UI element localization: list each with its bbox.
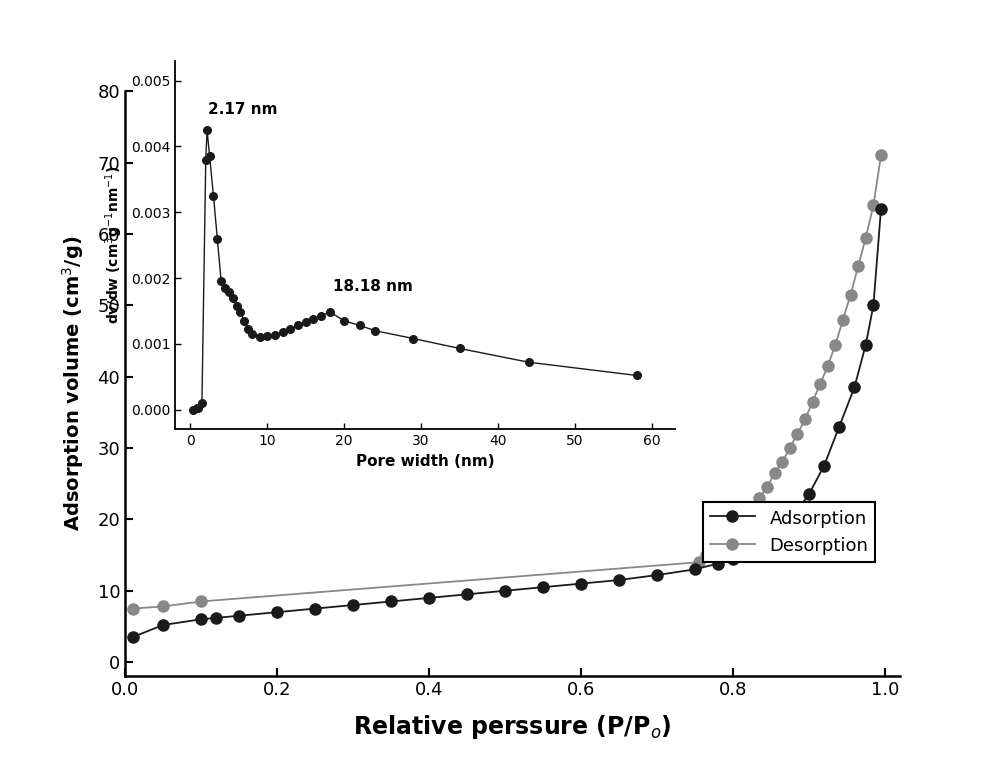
Text: 18.18 nm: 18.18 nm bbox=[333, 280, 413, 294]
Desorption bbox=[195, 597, 207, 606]
Desorption bbox=[693, 558, 705, 567]
Adsorption bbox=[210, 613, 222, 622]
Adsorption bbox=[423, 594, 435, 603]
Adsorption bbox=[271, 607, 283, 616]
Adsorption bbox=[499, 586, 511, 595]
Adsorption bbox=[848, 383, 860, 392]
Adsorption bbox=[689, 565, 701, 574]
Adsorption bbox=[157, 620, 169, 629]
Desorption bbox=[715, 537, 727, 546]
Desorption bbox=[875, 151, 887, 160]
Legend: Adsorption, Desorption: Adsorption, Desorption bbox=[703, 502, 875, 562]
Desorption bbox=[769, 468, 781, 477]
Desorption bbox=[700, 550, 712, 559]
Adsorption bbox=[651, 571, 663, 580]
Adsorption bbox=[309, 604, 321, 613]
Desorption bbox=[753, 493, 765, 502]
Adsorption bbox=[875, 204, 887, 214]
Adsorption bbox=[818, 461, 830, 470]
Adsorption bbox=[537, 583, 549, 592]
Desorption bbox=[799, 415, 811, 424]
Desorption bbox=[837, 315, 849, 324]
Y-axis label: Adsorption volume (cm$^3$/g): Adsorption volume (cm$^3$/g) bbox=[60, 236, 86, 531]
Adsorption bbox=[712, 559, 724, 568]
X-axis label: Pore width (nm): Pore width (nm) bbox=[356, 454, 494, 469]
Line: Adsorption: Adsorption bbox=[127, 204, 887, 643]
Desorption bbox=[784, 444, 796, 453]
Desorption bbox=[157, 602, 169, 611]
Adsorption bbox=[127, 632, 139, 641]
Desorption bbox=[776, 458, 788, 467]
Desorption bbox=[127, 604, 139, 613]
Desorption bbox=[761, 483, 773, 492]
Desorption bbox=[852, 261, 864, 271]
Adsorption bbox=[613, 575, 625, 584]
Adsorption bbox=[385, 597, 397, 606]
Adsorption bbox=[803, 490, 815, 499]
Adsorption bbox=[195, 615, 207, 624]
Text: 2.17 nm: 2.17 nm bbox=[208, 102, 278, 117]
Adsorption bbox=[742, 547, 754, 556]
Y-axis label: dv/dw (cm$^3$g$^{-1}$nm$^{-1}$): dv/dw (cm$^3$g$^{-1}$nm$^{-1}$) bbox=[103, 166, 125, 325]
Adsorption bbox=[727, 554, 739, 563]
Desorption bbox=[807, 397, 819, 406]
Desorption bbox=[822, 362, 834, 371]
Adsorption bbox=[788, 511, 800, 521]
Adsorption bbox=[772, 526, 784, 535]
Desorption bbox=[738, 515, 750, 524]
Adsorption bbox=[757, 537, 769, 546]
X-axis label: Relative perssure (P/P$_o$): Relative perssure (P/P$_o$) bbox=[353, 713, 672, 741]
Desorption bbox=[829, 340, 841, 349]
Adsorption bbox=[833, 422, 845, 431]
Adsorption bbox=[867, 301, 879, 310]
Adsorption bbox=[233, 611, 245, 620]
Desorption bbox=[814, 379, 826, 388]
Desorption bbox=[731, 522, 743, 531]
Desorption bbox=[791, 429, 803, 439]
Desorption bbox=[723, 529, 735, 538]
Desorption bbox=[845, 290, 857, 299]
Desorption bbox=[708, 543, 720, 553]
Adsorption bbox=[461, 590, 473, 599]
Line: Desorption: Desorption bbox=[127, 150, 887, 614]
Adsorption bbox=[860, 340, 872, 349]
Desorption bbox=[867, 201, 879, 210]
Adsorption bbox=[347, 600, 359, 610]
Adsorption bbox=[575, 579, 587, 588]
Desorption bbox=[746, 504, 758, 513]
Desorption bbox=[860, 233, 872, 242]
